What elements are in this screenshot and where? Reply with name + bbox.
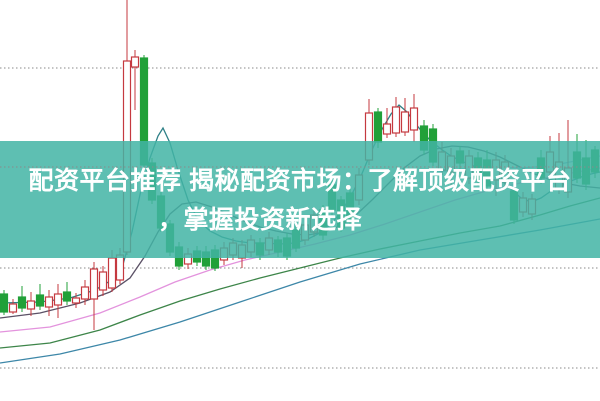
candle: [130, 50, 140, 110]
candle: [8, 299, 18, 314]
promo-banner: 配资平台推荐 揭秘配资市场：了解顶级配资平台 ，掌握投资新选择: [0, 141, 600, 258]
candle: [17, 286, 27, 312]
candle: [400, 98, 410, 136]
candle: [98, 266, 108, 296]
candle: [391, 97, 401, 137]
candle: [409, 94, 419, 142]
candle: [26, 292, 36, 316]
banner-title-line1: 配资平台推荐 揭秘配资市场：了解顶级配资平台: [28, 167, 572, 195]
candle: [382, 108, 392, 138]
candle: [0, 290, 9, 315]
banner-title-line2: ，掌握投资新选择: [157, 206, 362, 234]
candle: [62, 282, 72, 305]
candle: [80, 280, 90, 305]
candle: [35, 284, 45, 310]
candle: [71, 293, 81, 308]
candle: [53, 284, 63, 318]
candle: [44, 290, 54, 316]
candle: [89, 262, 99, 330]
